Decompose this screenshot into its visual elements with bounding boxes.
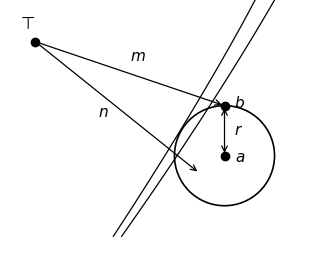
Text: $b$: $b$ <box>234 95 245 111</box>
Text: $m$: $m$ <box>131 50 146 64</box>
Text: $a$: $a$ <box>235 152 245 165</box>
Text: $n$: $n$ <box>98 106 109 120</box>
Text: $r$: $r$ <box>234 124 243 138</box>
Text: $\top$: $\top$ <box>17 16 35 34</box>
